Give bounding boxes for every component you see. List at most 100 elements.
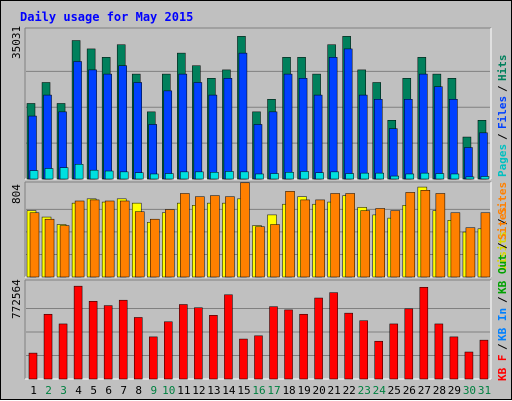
files-bar bbox=[193, 82, 203, 180]
x-tick-label: 1 bbox=[30, 384, 37, 397]
sites-bar bbox=[465, 227, 476, 278]
files-bar bbox=[434, 86, 443, 180]
kbytes-bar bbox=[133, 317, 143, 380]
pages-bar bbox=[89, 169, 99, 180]
x-tick-label: 29 bbox=[448, 384, 461, 397]
sites-bar bbox=[315, 199, 325, 278]
pages-bar bbox=[225, 171, 234, 180]
files-bar bbox=[419, 73, 428, 180]
kbytes-bar bbox=[329, 292, 338, 380]
pages-bar bbox=[150, 173, 159, 180]
kbytes-bar bbox=[404, 308, 414, 380]
files-bar bbox=[268, 111, 278, 180]
x-tick-label: 30 bbox=[463, 384, 476, 397]
visits-legend: Visits / Sites bbox=[496, 182, 509, 271]
legend-sep-4: / bbox=[496, 343, 509, 350]
legend-hits: Hits bbox=[496, 55, 509, 82]
x-tick-label: 17 bbox=[267, 384, 280, 397]
files-bar bbox=[404, 99, 413, 180]
files-bar bbox=[43, 94, 52, 180]
files-bar bbox=[178, 73, 188, 180]
chart-title: Daily usage for May 2015 bbox=[20, 10, 193, 24]
pages-bar bbox=[74, 164, 84, 180]
kbytes-bar bbox=[164, 321, 173, 380]
legend-visits: Visits bbox=[496, 231, 509, 271]
sites-bar bbox=[360, 210, 370, 278]
kbytes-bar bbox=[389, 323, 399, 380]
sites-bar bbox=[104, 200, 115, 278]
kbytes-bar bbox=[254, 335, 263, 380]
sites-bar bbox=[89, 199, 100, 278]
legend-kb-out: KB Out bbox=[496, 254, 509, 294]
kbytes-bar bbox=[449, 336, 459, 380]
files-bar bbox=[343, 48, 353, 180]
sites-bar bbox=[420, 190, 431, 278]
x-tick-label: 9 bbox=[150, 384, 157, 397]
legend-sep-6: / bbox=[496, 242, 509, 249]
x-tick-label: 24 bbox=[373, 384, 387, 397]
kbytes-bar bbox=[209, 315, 218, 380]
pages-bar bbox=[300, 171, 309, 180]
kbytes-bar bbox=[239, 338, 248, 380]
files-bar bbox=[238, 52, 248, 180]
kbytes-bar bbox=[58, 323, 68, 380]
x-tick-label: 26 bbox=[403, 384, 416, 397]
sites-bar bbox=[405, 192, 416, 278]
kbytes-bar bbox=[374, 340, 383, 380]
legend-kb-f: KB F bbox=[496, 355, 509, 382]
files-bar bbox=[358, 94, 368, 180]
files-bar bbox=[283, 73, 293, 180]
files-bar bbox=[389, 128, 398, 180]
sites-bar bbox=[285, 191, 295, 278]
files-bar bbox=[133, 82, 142, 180]
kbytes-bar bbox=[149, 336, 158, 380]
sites-bar bbox=[375, 208, 385, 278]
legend-sep-2: / bbox=[496, 85, 509, 92]
x-tick-label: 5 bbox=[90, 384, 97, 397]
pages-bar bbox=[465, 176, 475, 180]
sites-bar bbox=[44, 218, 55, 278]
sites-bar bbox=[450, 212, 461, 278]
kbytes-bar bbox=[103, 305, 113, 380]
files-bar bbox=[449, 99, 458, 180]
pages-bar bbox=[29, 170, 39, 180]
legend-sep-5: / bbox=[496, 296, 509, 303]
files-bar bbox=[464, 147, 473, 180]
sites-bar bbox=[300, 199, 310, 278]
pages-bar bbox=[255, 173, 264, 180]
x-tick-label: 12 bbox=[192, 384, 205, 397]
files-bar bbox=[73, 61, 82, 180]
legend-kb-in: KB In bbox=[496, 308, 509, 341]
x-tick-label: 18 bbox=[282, 384, 295, 397]
kbytes-bar bbox=[299, 313, 308, 380]
x-tick-label: 20 bbox=[313, 384, 326, 397]
sites-bar bbox=[119, 200, 130, 278]
pages-bar bbox=[375, 172, 384, 180]
files-bar bbox=[373, 99, 383, 180]
legend-sites: Sites bbox=[496, 182, 509, 215]
kbytes-bar bbox=[464, 351, 474, 380]
kbytes-bar bbox=[284, 309, 293, 380]
visits-ymax-label: 804 bbox=[10, 184, 23, 204]
pages-bar bbox=[450, 173, 460, 180]
sites-bar bbox=[195, 196, 205, 278]
pages-bar bbox=[330, 171, 339, 180]
x-tick-label: 13 bbox=[207, 384, 220, 397]
kbytes-bar bbox=[28, 352, 38, 380]
kbytes-bar bbox=[43, 313, 53, 380]
sites-bar bbox=[59, 225, 70, 278]
sites-bar bbox=[255, 226, 265, 278]
pages-bar bbox=[270, 173, 279, 180]
kbytes-bar bbox=[179, 304, 188, 380]
pages-bar bbox=[59, 167, 69, 180]
files-bar bbox=[328, 57, 338, 180]
pages-bar bbox=[180, 171, 189, 180]
legend-sep-3: / bbox=[496, 218, 509, 225]
pages-bar bbox=[435, 173, 445, 180]
files-bar bbox=[118, 65, 127, 180]
kbytes-bar bbox=[359, 320, 368, 380]
pages-bar bbox=[104, 170, 114, 180]
legend-sites-2: Sites bbox=[496, 207, 509, 240]
hits-legend: Pages / Files / Hits bbox=[496, 55, 509, 178]
x-tick-label: 28 bbox=[433, 384, 446, 397]
